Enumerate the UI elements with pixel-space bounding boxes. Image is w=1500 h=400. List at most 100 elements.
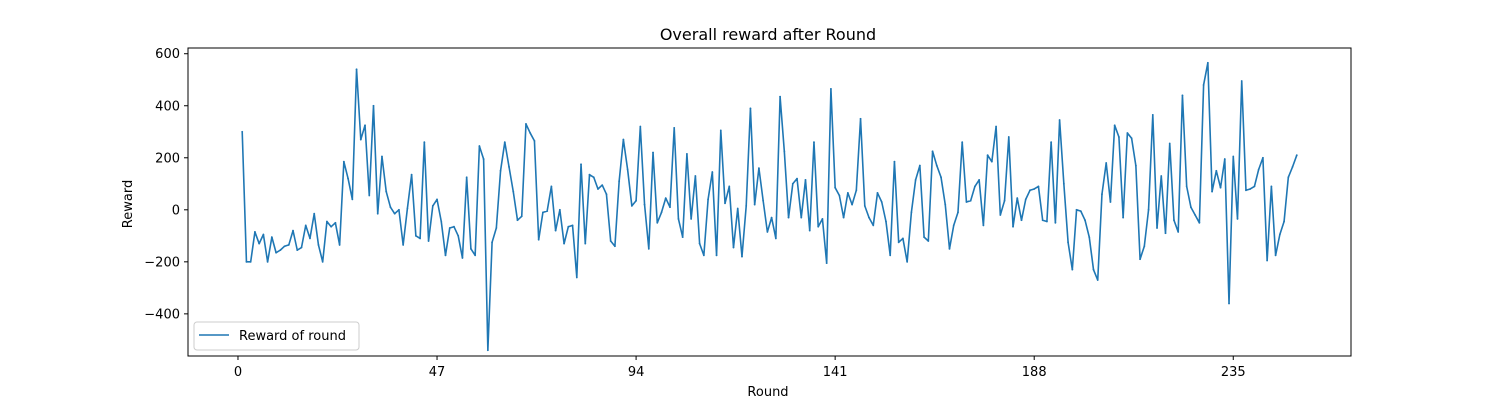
x-tick-label: 235 bbox=[1221, 365, 1246, 380]
plot-frame bbox=[187, 47, 1352, 357]
y-axis: −400 −200 0 200 400 600 bbox=[144, 47, 188, 322]
y-tick-label: −200 bbox=[144, 255, 180, 270]
data-point bbox=[736, 207, 739, 210]
data-point bbox=[762, 199, 765, 202]
data-point bbox=[825, 262, 828, 265]
data-point bbox=[571, 224, 574, 227]
data-point bbox=[842, 216, 845, 219]
data-point bbox=[372, 104, 375, 107]
data-point bbox=[1266, 259, 1269, 262]
data-point bbox=[808, 229, 811, 232]
data-point bbox=[694, 175, 697, 177]
data-point bbox=[863, 205, 866, 207]
data-point bbox=[495, 227, 498, 229]
data-point bbox=[986, 154, 989, 157]
data-point bbox=[643, 203, 646, 206]
data-point bbox=[1109, 201, 1112, 203]
data-point bbox=[398, 208, 400, 211]
y-tick-label: −400 bbox=[144, 307, 180, 322]
chart-title: Overall reward after Round bbox=[660, 25, 876, 44]
data-point bbox=[567, 225, 570, 228]
data-point bbox=[1126, 132, 1129, 134]
data-point bbox=[554, 229, 557, 232]
data-point bbox=[1118, 136, 1120, 138]
data-point bbox=[334, 221, 337, 224]
data-point bbox=[1249, 188, 1252, 190]
data-point bbox=[1105, 162, 1108, 164]
data-point bbox=[588, 173, 591, 176]
data-point bbox=[359, 138, 362, 141]
data-point bbox=[516, 219, 519, 222]
data-point bbox=[749, 107, 752, 110]
data-point bbox=[368, 194, 371, 197]
data-point bbox=[444, 254, 447, 257]
data-point bbox=[1240, 80, 1243, 82]
data-point bbox=[575, 276, 578, 279]
data-point bbox=[1206, 61, 1209, 64]
data-point bbox=[978, 178, 981, 181]
data-point bbox=[1113, 124, 1116, 127]
data-point bbox=[508, 165, 510, 168]
data-point bbox=[520, 215, 523, 218]
data-point bbox=[1041, 219, 1044, 222]
data-point bbox=[1071, 268, 1074, 271]
data-point bbox=[1012, 225, 1014, 228]
data-point bbox=[491, 241, 493, 244]
data-point bbox=[436, 198, 438, 201]
data-point bbox=[868, 216, 870, 219]
data-point bbox=[1020, 219, 1023, 222]
data-point bbox=[1177, 231, 1180, 233]
data-point bbox=[656, 221, 659, 224]
data-point bbox=[1037, 185, 1040, 188]
data-point bbox=[855, 189, 858, 192]
data-point bbox=[813, 141, 815, 144]
data-point bbox=[546, 210, 549, 213]
data-point bbox=[800, 216, 803, 219]
data-point bbox=[1236, 218, 1239, 220]
data-point bbox=[965, 201, 968, 203]
data-point bbox=[1287, 176, 1290, 179]
data-point bbox=[1156, 227, 1158, 229]
data-point bbox=[1079, 210, 1082, 213]
data-point bbox=[499, 169, 502, 172]
data-point bbox=[1016, 197, 1019, 200]
data-point bbox=[944, 203, 947, 206]
data-point bbox=[948, 247, 951, 250]
data-point bbox=[885, 220, 887, 223]
data-point bbox=[1270, 185, 1273, 188]
data-point bbox=[287, 244, 290, 246]
data-point bbox=[338, 244, 341, 246]
data-point bbox=[893, 160, 896, 163]
data-point bbox=[957, 211, 959, 214]
data-point bbox=[1194, 214, 1197, 216]
data-point bbox=[779, 95, 781, 98]
data-point bbox=[990, 160, 993, 163]
data-point bbox=[1033, 188, 1036, 190]
data-point bbox=[918, 164, 921, 167]
data-point bbox=[512, 190, 515, 193]
data-point bbox=[262, 233, 265, 236]
data-point bbox=[326, 220, 328, 223]
data-point bbox=[258, 242, 261, 245]
data-point bbox=[402, 244, 405, 246]
data-point bbox=[728, 185, 731, 188]
data-point bbox=[431, 205, 434, 207]
data-point bbox=[241, 130, 244, 133]
x-tick-label: 188 bbox=[1022, 365, 1047, 380]
data-point bbox=[592, 176, 595, 179]
data-point bbox=[440, 220, 443, 223]
data-point bbox=[597, 188, 599, 190]
data-point bbox=[609, 240, 612, 242]
data-point bbox=[821, 218, 824, 220]
data-point bbox=[605, 193, 608, 196]
data-point bbox=[846, 192, 849, 194]
data-point bbox=[804, 178, 807, 181]
data-point bbox=[902, 237, 904, 240]
data-point bbox=[270, 236, 273, 239]
data-point bbox=[355, 68, 358, 71]
data-point bbox=[1291, 165, 1294, 168]
x-axis-label: Round bbox=[747, 385, 788, 400]
data-point bbox=[1202, 84, 1205, 86]
data-point bbox=[279, 249, 282, 252]
data-point bbox=[851, 203, 853, 206]
